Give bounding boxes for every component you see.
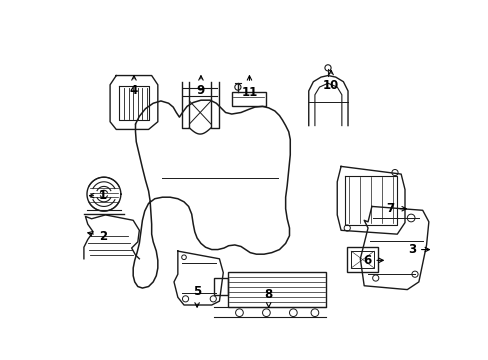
Text: 2: 2 xyxy=(88,230,107,243)
Text: 1: 1 xyxy=(89,189,107,202)
Text: 8: 8 xyxy=(264,288,272,307)
Bar xyxy=(214,278,227,295)
Bar xyxy=(231,93,265,106)
Text: 4: 4 xyxy=(130,76,138,98)
Text: 9: 9 xyxy=(196,76,204,98)
Text: 3: 3 xyxy=(407,243,428,256)
Bar xyxy=(350,251,373,268)
Text: 5: 5 xyxy=(193,285,201,307)
Text: 7: 7 xyxy=(386,202,406,215)
Text: 11: 11 xyxy=(241,76,257,99)
Text: 6: 6 xyxy=(363,254,383,267)
Text: 10: 10 xyxy=(322,70,339,92)
Bar xyxy=(346,247,377,272)
Bar xyxy=(227,272,326,306)
